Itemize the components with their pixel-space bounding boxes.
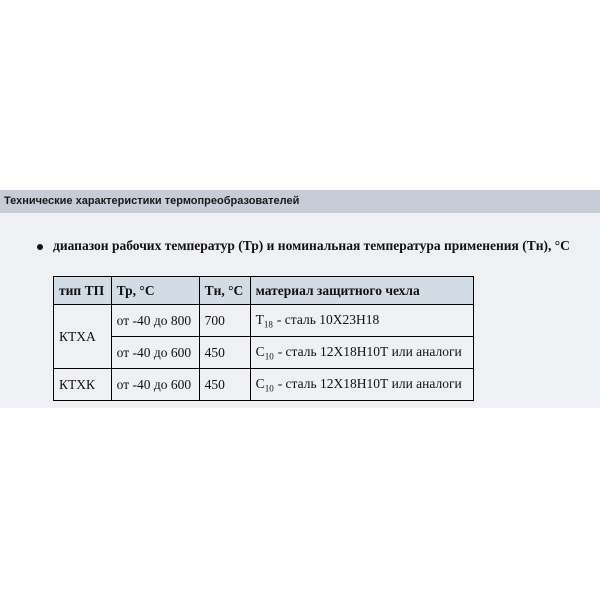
cell: 450 bbox=[198, 368, 251, 401]
section: Технические характеристики термопреобраз… bbox=[0, 190, 600, 408]
spec-table: тип ТП Тр, °С Тн, °С материал защитного … bbox=[53, 276, 475, 401]
material-sub: 18 bbox=[263, 319, 273, 330]
material-sub: 10 bbox=[264, 351, 274, 362]
material-text: - сталь 10Х23Н18 bbox=[276, 311, 380, 327]
bullet-dot bbox=[37, 243, 43, 250]
cell: 700 bbox=[198, 304, 251, 337]
section-title: Технические характеристики термопреобраз… bbox=[0, 190, 600, 213]
cell: С10- сталь 12Х18Н10Т или аналоги bbox=[249, 368, 475, 401]
cell: от -40 до 800 bbox=[110, 304, 200, 337]
column-header: Тн, °С bbox=[198, 276, 251, 305]
row: от -40 до 600 450 С10- сталь 12Х18Н10Т и… bbox=[54, 336, 475, 369]
material-code: С bbox=[255, 343, 265, 359]
header-row: тип ТП Тр, °С Тн, °С материал защитного … bbox=[53, 276, 475, 305]
material-code: С bbox=[255, 375, 265, 391]
material-text: - сталь 12Х18Н10Т или аналоги bbox=[277, 343, 462, 359]
cell: от -40 до 600 bbox=[110, 368, 200, 401]
cell: С10- сталь 12Х18Н10Т или аналоги bbox=[249, 336, 475, 369]
cell: 450 bbox=[198, 336, 251, 369]
cell: от -40 до 600 bbox=[110, 336, 200, 369]
row: КТХА от -40 до 800 700 Т18- сталь 10Х23Н… bbox=[53, 304, 475, 369]
cell: Т18- сталь 10Х23Н18 bbox=[249, 304, 475, 337]
material-text: - сталь 12Х18Н10Т или аналоги bbox=[277, 375, 462, 391]
column-header: тип ТП bbox=[53, 276, 112, 305]
bullet-item: диапазон рабочих температур (Тр) и номин… bbox=[37, 238, 570, 254]
cell: КТХА bbox=[53, 304, 112, 369]
material-sub: 10 bbox=[264, 383, 274, 394]
bullet-text: диапазон рабочих температур (Тр) и номин… bbox=[53, 238, 570, 253]
column-header: Тр, °С bbox=[110, 276, 200, 305]
column-header: материал защитного чехла bbox=[249, 276, 475, 305]
row: КТХК от -40 до 600 450 С10- сталь 12Х18Н… bbox=[53, 368, 475, 401]
cell: КТХК bbox=[53, 368, 112, 401]
material-code: Т bbox=[255, 311, 264, 327]
